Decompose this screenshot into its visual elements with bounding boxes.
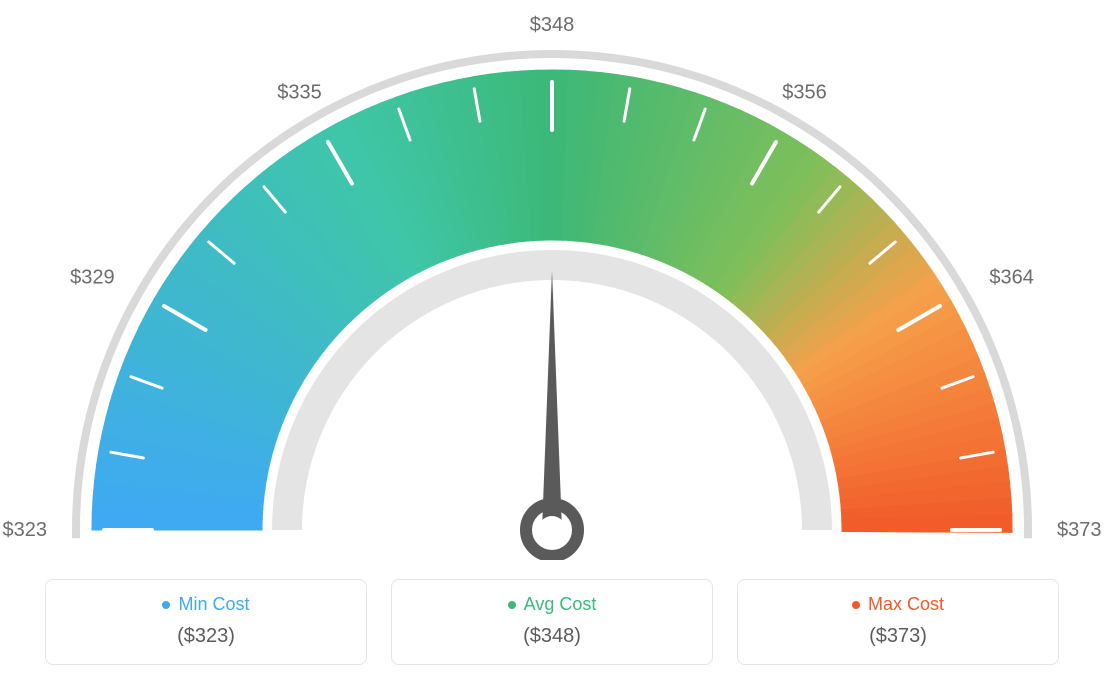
svg-text:$364: $364 [989,267,1033,289]
svg-text:$323: $323 [3,519,48,541]
legend-label-avg: Avg Cost [524,594,597,615]
svg-text:$335: $335 [277,82,322,104]
legend-card-avg: Avg Cost ($348) [391,579,713,665]
legend-value-min: ($323) [56,625,356,648]
gauge-chart: $323 $329 $335 $348 $356 $364 $373 [0,0,1104,560]
svg-text:$373: $373 [1057,519,1102,541]
legend-label-min: Min Cost [178,594,249,615]
legend-value-avg: ($348) [402,625,702,648]
legend-label-max: Max Cost [868,594,944,615]
legend-value-max: ($373) [748,625,1048,648]
legend-dot-avg [508,601,516,609]
legend-card-min: Min Cost ($323) [45,579,367,665]
svg-text:$356: $356 [782,82,827,104]
svg-text:$348: $348 [530,14,575,36]
legend-row: Min Cost ($323) Avg Cost ($348) Max Cost… [45,579,1059,665]
legend-card-max: Max Cost ($373) [737,579,1059,665]
legend-dot-max [852,601,860,609]
legend-dot-min [162,601,170,609]
svg-text:$329: $329 [70,267,115,289]
